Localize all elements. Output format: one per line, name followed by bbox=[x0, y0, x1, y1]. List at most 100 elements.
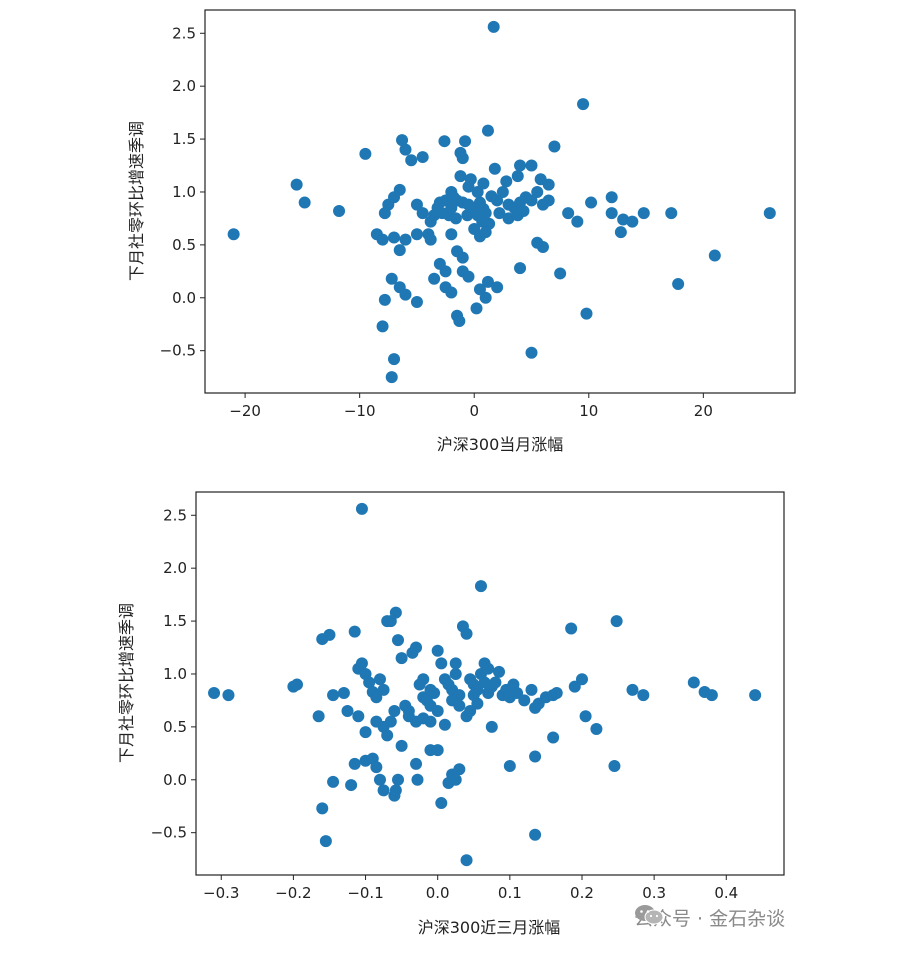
scatter-point bbox=[471, 185, 484, 198]
scatter-point bbox=[388, 705, 401, 718]
scatter-point bbox=[428, 687, 441, 700]
x-tick-label: 10 bbox=[579, 402, 598, 420]
scatter-point bbox=[433, 257, 446, 270]
scatter-point bbox=[626, 683, 639, 696]
scatter-point bbox=[470, 302, 483, 315]
scatter-point bbox=[431, 644, 444, 657]
scatter-point bbox=[474, 580, 487, 593]
x-tick-label: 20 bbox=[694, 402, 713, 420]
scatter-point bbox=[580, 307, 593, 320]
top-y-axis-label: 下月社零环比增速季调 bbox=[127, 121, 146, 281]
bottom-y-ticks: −0.5 0.0 0.5 1.0 1.5 2.0 2.5 bbox=[151, 506, 196, 842]
scatter-point bbox=[479, 226, 492, 239]
x-tick-label: 0.2 bbox=[570, 884, 594, 902]
top-plot-frame bbox=[204, 9, 796, 394]
bottom-x-ticks: −0.3 −0.2 −0.1 0.0 0.1 0.2 0.3 0.4 bbox=[203, 875, 738, 902]
x-tick-label: −10 bbox=[344, 402, 376, 420]
scatter-point bbox=[327, 775, 340, 788]
scatter-point bbox=[424, 715, 437, 728]
scatter-point bbox=[416, 151, 429, 164]
scatter-point bbox=[208, 687, 221, 700]
scatter-point bbox=[511, 687, 524, 700]
scatter-point bbox=[410, 296, 423, 309]
scatter-point bbox=[568, 680, 581, 693]
scatter-point bbox=[396, 134, 409, 147]
scatter-point bbox=[319, 835, 332, 848]
scatter-point bbox=[478, 676, 491, 689]
scatter-point bbox=[316, 802, 329, 815]
scatter-point bbox=[481, 124, 494, 137]
scatter-point bbox=[395, 652, 408, 665]
scatter-point bbox=[438, 135, 451, 148]
scatter-point bbox=[665, 207, 678, 220]
scatter-point bbox=[456, 152, 469, 165]
y-tick-label: −0.5 bbox=[160, 342, 196, 360]
scatter-point bbox=[637, 207, 650, 220]
scatter-point bbox=[531, 236, 544, 249]
y-tick-label: 0.5 bbox=[163, 718, 187, 736]
scatter-point bbox=[355, 502, 368, 515]
scatter-point bbox=[424, 699, 437, 712]
scatter-point bbox=[487, 20, 500, 33]
scatter-point bbox=[590, 722, 603, 735]
scatter-point bbox=[416, 207, 429, 220]
scatter-point bbox=[705, 689, 718, 702]
scatter-point bbox=[417, 673, 430, 686]
scatter-point bbox=[525, 194, 538, 207]
scatter-point bbox=[687, 676, 700, 689]
scatter-point bbox=[449, 657, 462, 670]
scatter-point bbox=[337, 687, 350, 700]
scatter-point bbox=[464, 173, 477, 186]
scatter-point bbox=[473, 283, 486, 296]
scatter-point bbox=[377, 683, 390, 696]
scatter-point bbox=[411, 773, 424, 786]
scatter-point bbox=[459, 135, 472, 148]
scatter-point bbox=[323, 628, 336, 641]
scatter-point bbox=[385, 272, 398, 285]
x-tick-label: 0.3 bbox=[642, 884, 666, 902]
scatter-point bbox=[435, 797, 448, 810]
scatter-point bbox=[554, 267, 567, 280]
scatter-point bbox=[514, 262, 527, 275]
scatter-point bbox=[485, 720, 498, 733]
scatter-point bbox=[410, 198, 423, 211]
scatter-point bbox=[467, 689, 480, 702]
scatter-point bbox=[577, 98, 590, 111]
scatter-point bbox=[381, 729, 394, 742]
scatter-point bbox=[445, 228, 458, 241]
scatter-point bbox=[333, 205, 346, 218]
scatter-point bbox=[392, 773, 405, 786]
scatter-point bbox=[531, 185, 544, 198]
scatter-point bbox=[542, 194, 555, 207]
y-tick-label: 0.5 bbox=[172, 236, 196, 254]
scatter-point bbox=[449, 212, 462, 225]
scatter-point bbox=[529, 750, 542, 763]
scatter-point bbox=[384, 715, 397, 728]
y-tick-label: −0.5 bbox=[151, 824, 187, 842]
scatter-point bbox=[496, 185, 509, 198]
scatter-point bbox=[763, 207, 776, 220]
scatter-point bbox=[385, 371, 398, 384]
scatter-point bbox=[626, 215, 639, 228]
scatter-point bbox=[428, 272, 441, 285]
scatter-point bbox=[312, 710, 325, 723]
scatter-point bbox=[502, 212, 515, 225]
scatter-point bbox=[605, 207, 618, 220]
scatter-point bbox=[363, 676, 376, 689]
bottom-points bbox=[208, 502, 762, 867]
scatter-point bbox=[500, 175, 513, 188]
scatter-point bbox=[453, 763, 466, 776]
bottom-plot-frame bbox=[195, 491, 785, 876]
scatter-point bbox=[359, 726, 372, 739]
scatter-point bbox=[575, 673, 588, 686]
scatter-point bbox=[482, 662, 495, 675]
scatter-point bbox=[370, 761, 383, 774]
top-x-axis-label: 沪深300当月涨幅 bbox=[437, 435, 564, 454]
bottom-x-axis-label: 沪深300近三月涨幅 bbox=[418, 918, 561, 937]
top-chart: −20 −10 0 10 20 −0.5 0.0 0.5 1.0 1.5 2.0 2.5 沪深300… bbox=[127, 9, 796, 454]
y-tick-label: 2.5 bbox=[172, 24, 196, 42]
scatter-point bbox=[388, 231, 401, 244]
scatter-point bbox=[491, 194, 504, 207]
scatter-point bbox=[377, 784, 390, 797]
